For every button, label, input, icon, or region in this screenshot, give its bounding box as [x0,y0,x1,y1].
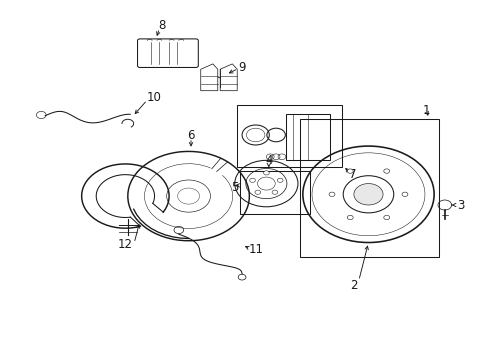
Circle shape [383,169,389,173]
Bar [237,105,341,167]
Text: 11: 11 [249,243,264,256]
Text: 12: 12 [118,238,133,251]
Text: 8: 8 [158,19,165,32]
Text: 1: 1 [422,104,430,117]
Bar [300,119,438,257]
Text: 3: 3 [456,198,464,212]
Circle shape [328,192,334,197]
Circle shape [346,215,352,220]
Polygon shape [220,64,237,91]
Circle shape [346,169,352,173]
Circle shape [383,215,389,220]
Circle shape [263,171,269,175]
Text: 10: 10 [147,91,162,104]
Circle shape [401,192,407,197]
Bar [285,114,329,160]
Polygon shape [201,64,217,91]
Circle shape [254,190,260,194]
Text: 5: 5 [231,181,238,194]
Circle shape [353,184,382,205]
Text: 2: 2 [349,279,357,292]
Circle shape [271,190,277,194]
Text: 7: 7 [348,168,355,181]
Circle shape [277,178,283,183]
Text: 9: 9 [238,61,245,74]
Circle shape [249,178,255,183]
Text: 6: 6 [187,129,194,142]
Bar [239,171,309,214]
Text: 4: 4 [264,154,272,167]
